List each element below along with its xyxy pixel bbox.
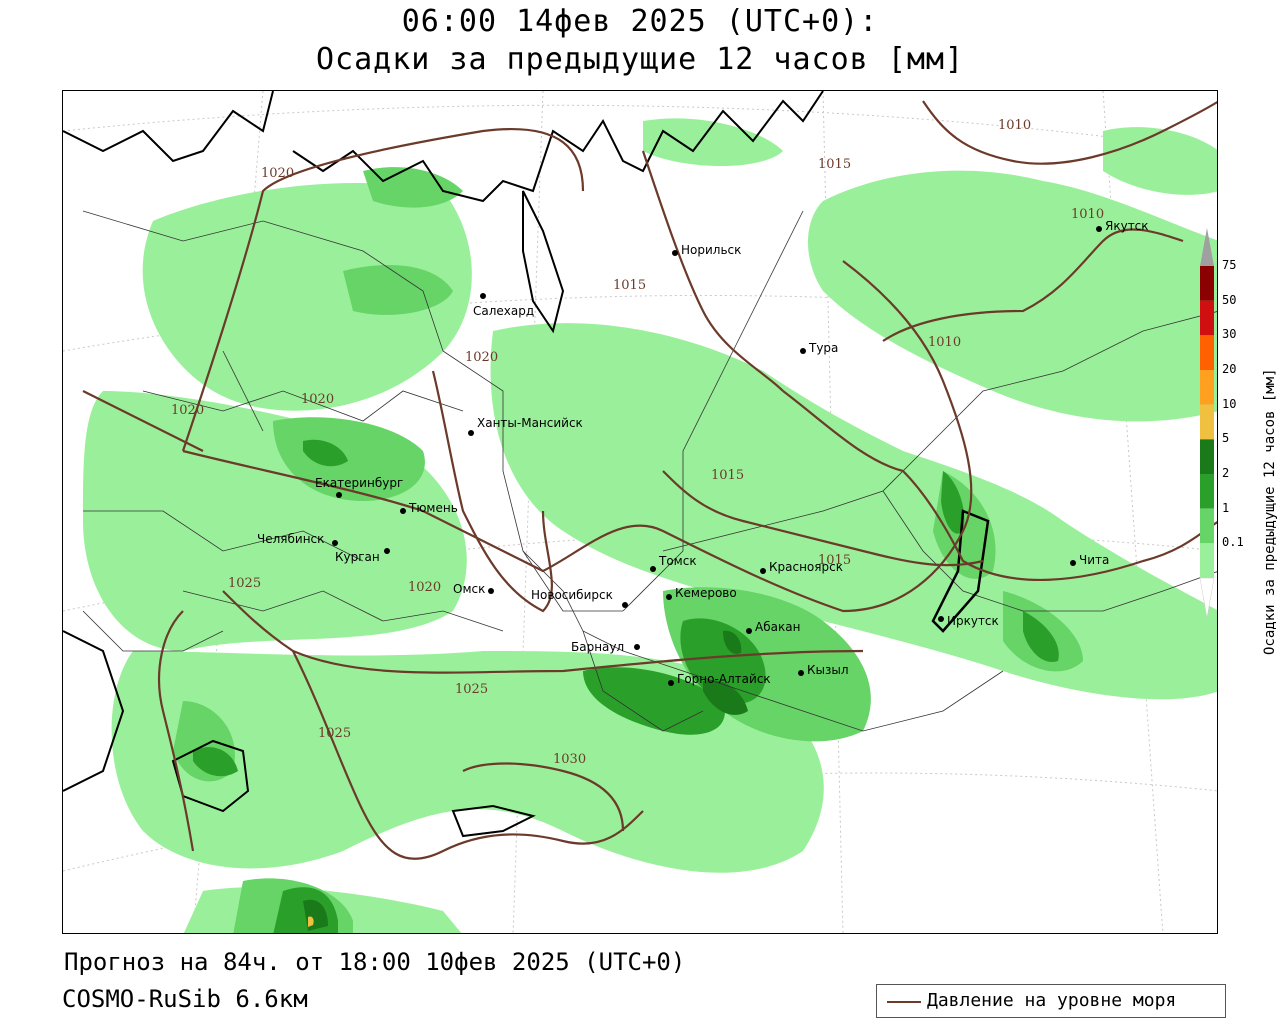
pressure-legend-label: Давление на уровне моря [927,990,1177,1011]
city-irkutsk[interactable]: Иркутск [938,614,999,628]
isobar-labels: 1010 1015 1010 1015 1020 1020 1020 1010 … [171,118,1104,767]
city-label: Якутск [1105,219,1149,233]
isobar-label: 1020 [465,350,498,365]
city-label: Салехард [473,304,534,318]
city-abakan[interactable]: Абакан [746,620,800,634]
isobar-label: 1025 [318,726,351,741]
colorbar-bands [1200,266,1214,578]
city-label: Томск [658,554,697,568]
city-label: Новосибирск [531,588,613,602]
city-kemerovo[interactable]: Кемерово [666,586,737,600]
isobar-label: 1020 [261,166,294,181]
city-yakutsk[interactable]: Якутск [1096,219,1149,233]
city-label: Челябинск [257,532,324,546]
pressure-legend: Давление на уровне моря [876,984,1226,1018]
colorbar-level-label: 20 [1222,362,1237,376]
city-salekhard[interactable]: Салехард [473,293,534,318]
coastlines [63,91,990,838]
city-label: Барнаул [571,640,624,654]
city-yekaterinburg[interactable]: Екатеринбург [315,476,403,498]
city-label: Курган [335,550,380,564]
map-svg: 1010 1015 1010 1015 1020 1020 1020 1010 … [63,91,1217,933]
city-chita[interactable]: Чита [1070,553,1109,567]
city-label: Тюмень [408,501,458,515]
isobar-label: 1020 [408,580,441,595]
city-tyumen[interactable]: Тюмень [400,501,458,515]
city-krasnoyarsk[interactable]: Красноярск [760,560,843,574]
city-label: Абакан [755,620,800,634]
map-title-line1: 06:00 14фев 2025 (UTC+0): [401,4,879,39]
city-omsk[interactable]: Омск [453,582,494,596]
colorbar-level-label: 0.1 [1222,535,1244,550]
city-label: Омск [453,582,485,596]
colorbar-band [1200,335,1214,370]
city-label: Горно-Алтайск [677,672,771,686]
precipitation-colorbar [1198,228,1268,619]
isobar-label: 1015 [613,278,646,293]
colorbar-underflow-arrow [1199,577,1215,619]
colorbar-band [1200,404,1214,440]
colorbar-level-label: 30 [1222,327,1237,342]
isobar-label: 1010 [998,118,1031,133]
city-label: Иркутск [947,614,999,628]
colorbar-level-label: 75 [1222,258,1237,272]
city-label: Кызыл [807,663,849,677]
pressure-legend-line [887,1001,921,1003]
colorbar-band [1200,300,1214,336]
colorbar-overflow-arrow [1200,228,1214,266]
city-label: Екатеринбург [315,476,403,490]
city-label: Норильск [681,243,741,257]
map-title-line2: Осадки за предыдущие 12 часов [мм] [315,42,965,77]
model-name: COSMO-RuSib 6.6км [62,985,308,1013]
isobar-label: 1020 [171,403,204,418]
isobar-label: 1030 [553,752,586,767]
city-markers: Норильск Салехард Тура Якутск Ханты-Манс… [257,219,1149,686]
city-label: Ханты-Мансийск [477,416,583,430]
city-tura[interactable]: Тура [800,341,838,355]
admin-borders [82,210,1217,732]
colorbar-band [1200,474,1214,509]
city-label: Красноярск [769,560,843,574]
city-barnaul[interactable]: Барнаул [571,640,640,654]
colorbar-band [1200,439,1214,474]
isobar-label: 1025 [455,682,488,697]
city-gorno-altaysk[interactable]: Горно-Алтайск [668,672,771,686]
colorbar-title: Осадки за предыдущие 12 часов [мм] [1262,368,1278,655]
city-norilsk[interactable]: Норильск [672,243,741,257]
colorbar-svg [1199,228,1215,619]
precipitation-map[interactable]: 1010 1015 1010 1015 1020 1020 1020 1010 … [62,90,1218,934]
city-kurgan[interactable]: Курган [335,548,390,564]
isobar-label: 1015 [711,468,744,483]
city-khanty-mansiysk[interactable]: Ханты-Мансийск [468,416,583,436]
colorbar-level-label: 5 [1222,431,1230,446]
colorbar-band [1200,266,1214,301]
colorbar-band [1200,508,1214,544]
colorbar-level-label: 2 [1222,466,1230,480]
forecast-info: Прогноз на 84ч. от 18:00 10фев 2025 (UTC… [64,948,686,976]
isobar-label: 1025 [228,576,261,591]
isobar-label: 1020 [301,392,334,407]
precip-10-20mm [308,916,314,927]
city-kyzyl[interactable]: Кызыл [798,663,849,677]
isobar-label: 1010 [1071,207,1104,222]
city-tomsk[interactable]: Томск [650,554,697,572]
isobar-label: 1015 [818,157,851,172]
colorbar-level-label: 1 [1222,500,1230,515]
isobar-label: 1015 [818,553,851,568]
city-label: Чита [1079,553,1109,567]
city-chelyabinsk[interactable]: Челябинск [257,532,338,546]
city-label: Тура [808,341,838,355]
isobar-label: 1010 [928,335,961,350]
isobars [82,100,1217,860]
colorbar-level-label: 50 [1222,292,1237,307]
city-label: Кемерово [675,586,737,600]
city-novosibirsk[interactable]: Новосибирск [531,588,628,608]
colorbar-band [1200,370,1214,405]
colorbar-level-label: 10 [1222,396,1237,411]
colorbar-band [1200,543,1214,578]
